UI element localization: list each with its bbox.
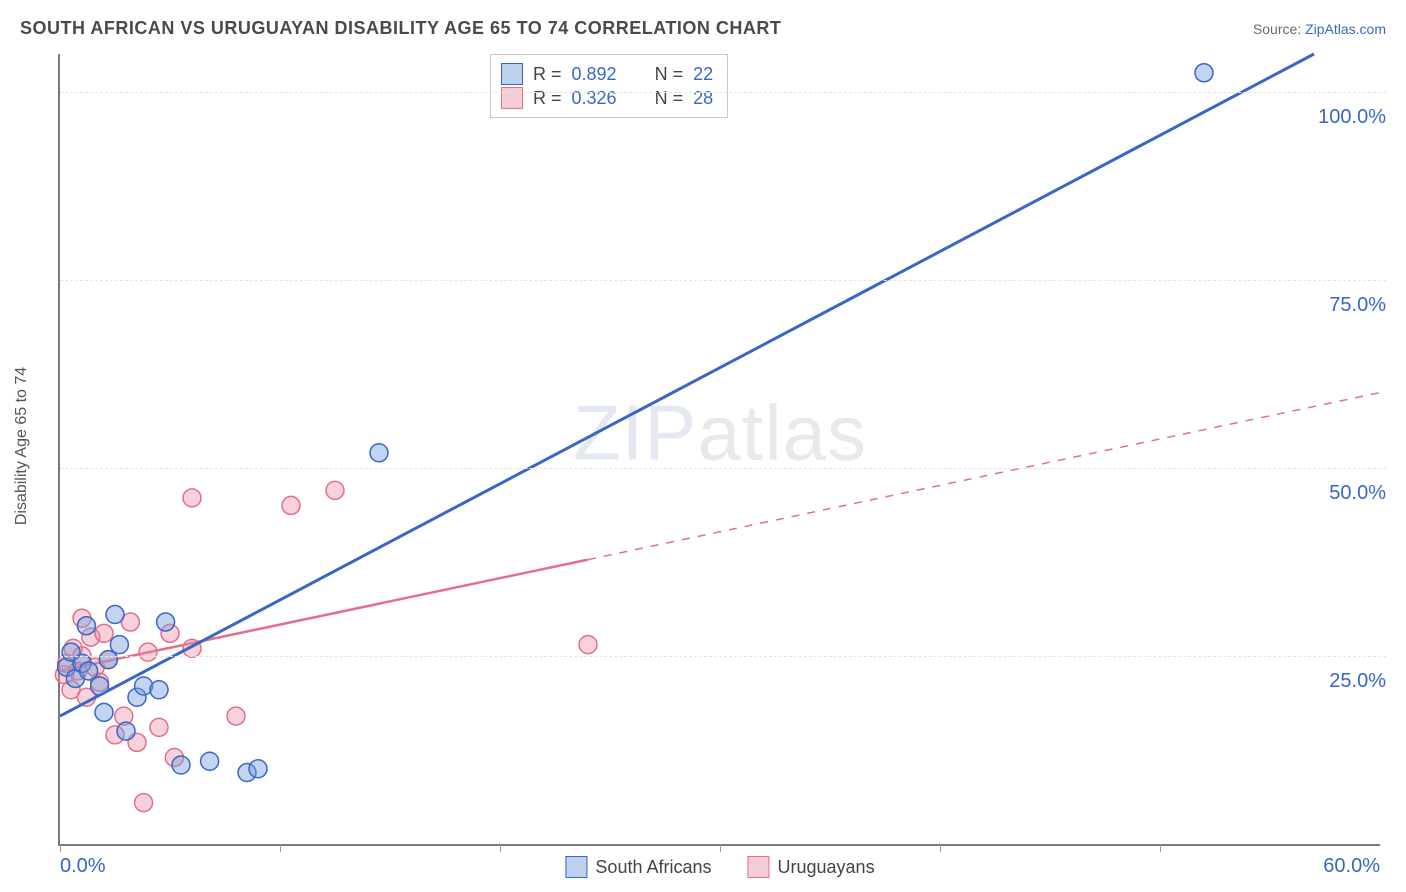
gridline-h bbox=[60, 468, 1386, 469]
swatch-uruguayans bbox=[501, 87, 523, 109]
chart-svg bbox=[60, 54, 1380, 844]
source-link[interactable]: ZipAtlas.com bbox=[1305, 21, 1386, 37]
x-tick-label: 0.0% bbox=[60, 855, 106, 878]
swatch-south-africans bbox=[501, 63, 523, 85]
plot-area: ZIPatlas R = 0.892 N = 22 R = 0.326 N = … bbox=[58, 54, 1380, 846]
legend-item-south-africans: South Africans bbox=[565, 856, 711, 878]
y-tick-label: 100.0% bbox=[1318, 106, 1386, 129]
y-tick-label: 25.0% bbox=[1329, 670, 1386, 693]
x-tick bbox=[500, 844, 501, 852]
legend-row-south-africans: R = 0.892 N = 22 bbox=[501, 63, 713, 85]
y-axis-label: Disability Age 65 to 74 bbox=[13, 367, 31, 525]
gridline-h bbox=[60, 92, 1386, 93]
header: SOUTH AFRICAN VS URUGUAYAN DISABILITY AG… bbox=[20, 18, 1386, 39]
legend-series: South Africans Uruguayans bbox=[565, 856, 874, 878]
chart-title: SOUTH AFRICAN VS URUGUAYAN DISABILITY AG… bbox=[20, 18, 781, 39]
x-tick bbox=[940, 844, 941, 852]
source-label: Source: ZipAtlas.com bbox=[1253, 21, 1386, 37]
gridline-h bbox=[60, 280, 1386, 281]
x-tick bbox=[280, 844, 281, 852]
y-tick-label: 75.0% bbox=[1329, 294, 1386, 317]
legend-correlation: R = 0.892 N = 22 R = 0.326 N = 28 bbox=[490, 54, 728, 118]
legend-item-uruguayans: Uruguayans bbox=[748, 856, 875, 878]
swatch-uruguayans-bottom bbox=[748, 856, 770, 878]
swatch-south-africans-bottom bbox=[565, 856, 587, 878]
x-tick bbox=[720, 844, 721, 852]
gridline-h bbox=[60, 656, 1386, 657]
x-tick-label: 60.0% bbox=[1323, 855, 1380, 878]
x-tick bbox=[1160, 844, 1161, 852]
y-tick-label: 50.0% bbox=[1329, 482, 1386, 505]
legend-row-uruguayans: R = 0.326 N = 28 bbox=[501, 87, 713, 109]
x-tick bbox=[60, 844, 61, 852]
